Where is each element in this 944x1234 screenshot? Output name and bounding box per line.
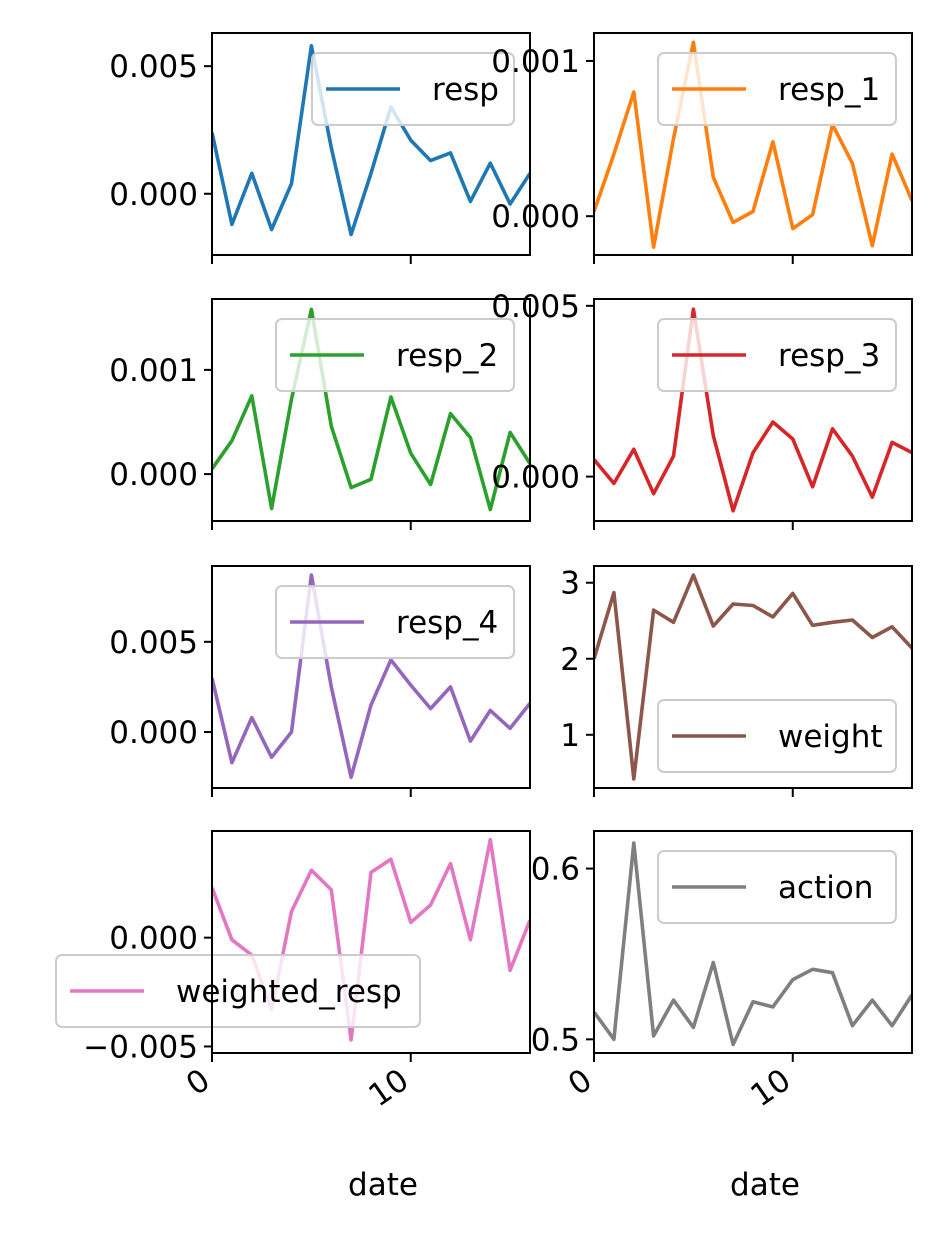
legend-frame	[311, 52, 515, 126]
series-line-resp	[212, 43, 530, 237]
y-tick-label: 0.5	[531, 1022, 580, 1058]
legend-frame	[275, 318, 515, 392]
y-tick-label: 1	[560, 718, 580, 754]
y-tick-label: 0.005	[491, 289, 580, 325]
series-line-resp_4	[212, 573, 530, 780]
legend-frame	[657, 52, 897, 126]
axes-frame	[593, 830, 913, 1054]
axes-frame	[593, 32, 913, 256]
y-tick-label: 0.6	[531, 852, 580, 888]
axes-frame	[593, 298, 913, 522]
y-tick-label: 0.005	[109, 49, 198, 85]
series-line-resp_3	[594, 307, 912, 513]
subplot-resp: 0.000 0.005 resp	[109, 32, 531, 264]
legend: action	[657, 850, 897, 924]
legend-label: resp_4	[396, 605, 498, 641]
legend-label: resp_2	[396, 338, 498, 374]
legend: weighted_resp	[55, 954, 421, 1028]
y-tick-label: 2	[560, 642, 580, 678]
y-tick-label: 0.000	[491, 460, 580, 496]
x-axis-label: date	[348, 1167, 418, 1203]
subplot-grid: 0.000 0.005 resp 0.000 0.001 resp_1 0.000 0.001…	[55, 32, 913, 1203]
legend: resp_4	[275, 585, 515, 659]
x-axis-label: date	[730, 1167, 800, 1203]
axes-frame	[593, 565, 913, 789]
axes-frame	[211, 830, 531, 1054]
series-line-action	[594, 841, 912, 1047]
legend-frame	[275, 585, 515, 659]
y-tick-label: −0.005	[83, 1029, 198, 1065]
legend-label: resp_1	[778, 72, 880, 108]
legend: resp_2	[275, 318, 515, 392]
y-tick-label: 0.000	[109, 177, 198, 213]
axes-frame	[211, 298, 531, 522]
legend-frame	[55, 954, 421, 1028]
legend: resp	[311, 52, 515, 126]
legend: resp_3	[657, 318, 897, 392]
legend-label: action	[778, 870, 873, 906]
subplot-resp_2: 0.000 0.001 resp_2	[109, 298, 531, 530]
series-line-weight	[594, 573, 912, 781]
y-tick-label: 3	[560, 566, 580, 602]
y-tick-label: 0.001	[491, 44, 580, 80]
series-line-resp_2	[212, 307, 530, 512]
subplot-resp_4: 0.000 0.005 resp_4	[109, 565, 531, 797]
y-tick-label: 0.005	[109, 625, 198, 661]
y-tick-label: 0.000	[109, 921, 198, 957]
legend-label: weighted_resp	[176, 974, 402, 1010]
subplot-resp_3: 0.000 0.005 resp_3	[491, 289, 913, 530]
subplot-weight: 1 2 3 weight	[560, 565, 913, 797]
subplot-resp_1: 0.000 0.001 resp_1	[491, 32, 913, 264]
series-line-resp_1	[594, 40, 912, 249]
legend-label: resp_3	[778, 338, 880, 374]
y-tick-label: 0.001	[109, 353, 198, 389]
axes-frame	[211, 565, 531, 789]
legend-frame	[657, 699, 897, 773]
legend: resp_1	[657, 52, 897, 126]
axes-frame	[211, 32, 531, 256]
legend-frame	[657, 318, 897, 392]
legend-label: resp	[432, 72, 499, 108]
legend: weight	[657, 699, 897, 773]
legend-label: weight	[778, 719, 883, 755]
y-tick-label: 0.000	[109, 457, 198, 493]
legend-frame	[657, 850, 897, 924]
y-tick-label: 0.000	[109, 715, 198, 751]
y-tick-label: 0.000	[491, 199, 580, 235]
